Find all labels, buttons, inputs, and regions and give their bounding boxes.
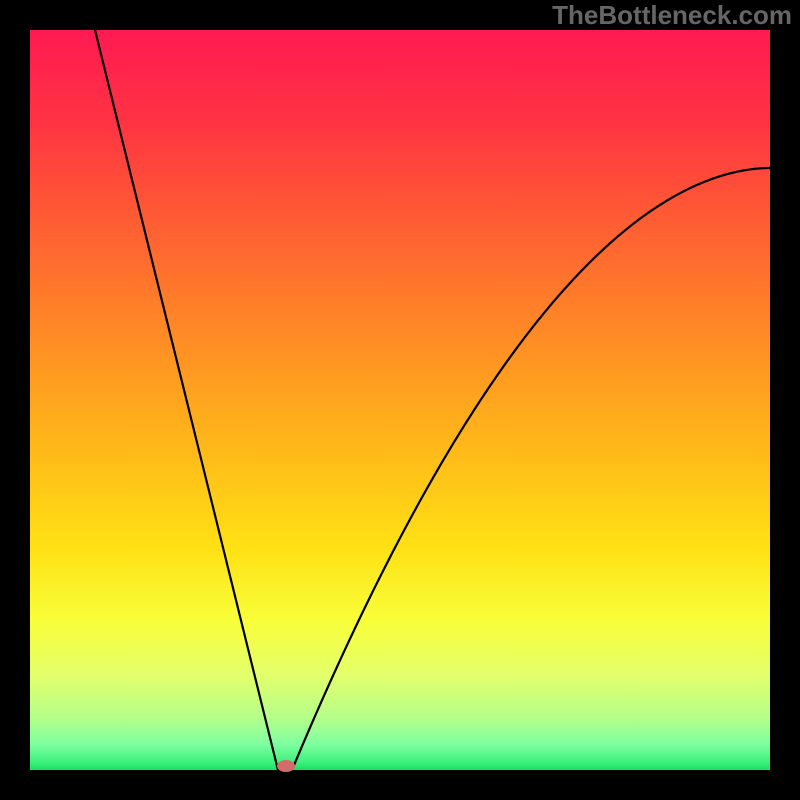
- optimum-marker: [277, 760, 295, 772]
- chart-container: TheBottleneck.com: [0, 0, 800, 800]
- plot-area: [30, 30, 770, 770]
- bottleneck-curve: [30, 30, 770, 770]
- watermark-text: TheBottleneck.com: [552, 0, 792, 31]
